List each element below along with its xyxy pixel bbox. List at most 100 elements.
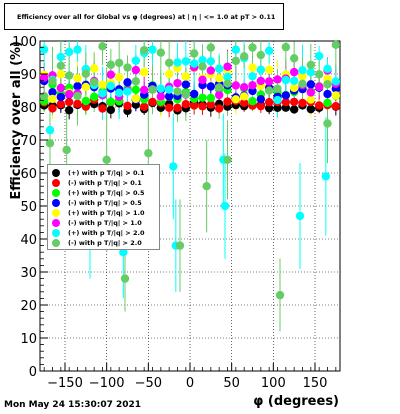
data-point-series-1 [56, 100, 66, 109]
data-point-series-7 [248, 43, 257, 52]
data-point-series-7 [273, 84, 282, 93]
data-point-series-2 [106, 97, 116, 106]
data-point-series-4 [248, 63, 257, 72]
data-point-series-7 [62, 145, 71, 155]
data-point-series-7 [323, 80, 332, 89]
data-point-series-0 [64, 106, 74, 115]
data-point-series-4 [81, 82, 91, 92]
data-point-series-6 [248, 72, 257, 81]
x-tick-label: 150 [303, 376, 328, 391]
data-point-series-7 [206, 43, 216, 52]
data-point-series-4 [131, 94, 141, 103]
data-point-series-0 [264, 103, 274, 113]
data-point-series-5 [264, 77, 274, 86]
data-point-series-7 [48, 76, 57, 86]
legend-item: (+) with p T/|q| > 1.0 [48, 208, 161, 218]
data-point-series-7 [256, 50, 266, 60]
data-point-series-5 [106, 70, 116, 79]
data-point-series-1 [256, 101, 266, 111]
legend-marker [52, 209, 60, 217]
data-point-series-3 [48, 87, 57, 97]
data-point-series-1 [139, 102, 149, 111]
data-point-series-3 [164, 92, 174, 101]
data-point-series-6 [119, 248, 128, 257]
data-point-series-2 [131, 85, 141, 94]
data-point-series-7 [89, 77, 99, 87]
data-point-series-6 [281, 75, 291, 85]
data-point-series-7 [323, 119, 332, 128]
data-point-series-0 [289, 105, 299, 114]
data-point-series-5 [256, 76, 266, 86]
data-point-series-6 [45, 125, 55, 135]
data-point-series-7 [223, 155, 232, 164]
data-point-series-2 [89, 92, 99, 102]
data-point-series-1 [123, 101, 132, 111]
legend-item: (+) with p T/|q| > 0.5 [48, 188, 161, 198]
data-point-series-3 [206, 82, 216, 91]
data-point-series-7 [139, 45, 149, 55]
data-point-series-1 [148, 97, 157, 107]
data-point-series-7 [198, 62, 207, 71]
data-point-series-7 [73, 91, 82, 101]
y-tick-label: 50 [20, 200, 37, 215]
data-point-series-7 [106, 60, 116, 69]
y-tick-label: 40 [20, 233, 37, 248]
data-point-series-1 [189, 101, 199, 110]
data-point-series-7 [281, 42, 291, 52]
data-point-series-6 [331, 77, 341, 86]
y-tick-label: 90 [20, 68, 37, 83]
data-point-series-1 [173, 103, 182, 112]
data-point-series-7 [223, 79, 232, 88]
data-point-series-4 [89, 64, 99, 73]
data-point-series-7 [164, 58, 174, 68]
legend-marker [52, 229, 60, 237]
data-point-series-1 [223, 97, 232, 106]
legend-marker [52, 169, 60, 177]
y-tick-label: 60 [20, 167, 37, 182]
data-point-series-1 [214, 104, 224, 113]
data-point-series-7 [298, 79, 307, 88]
legend: (+) with p T/|q| > 0.1 (-) with p T/|q| >… [47, 164, 160, 250]
data-point-series-3 [189, 89, 199, 99]
data-point-series-5 [39, 73, 49, 82]
legend-label: (-) with p T/|q| > 0.1 [68, 179, 142, 187]
data-point-series-4 [73, 74, 82, 83]
y-tick-label: 10 [20, 332, 37, 347]
title-box: Efficiency over all for Global vs φ (deg… [4, 3, 284, 30]
legend-marker [52, 179, 60, 187]
data-point-series-6 [156, 84, 166, 93]
timestamp: Mon May 24 15:30:07 2021 [4, 400, 142, 410]
data-point-series-4 [231, 95, 241, 104]
data-point-series-5 [173, 78, 182, 88]
data-point-series-7 [239, 52, 249, 61]
data-point-series-6 [98, 89, 107, 98]
data-point-series-7 [306, 60, 316, 70]
data-point-series-6 [39, 45, 49, 54]
legend-item: (-) with p T/|q| > 1.0 [48, 218, 161, 228]
data-point-series-7 [144, 149, 153, 158]
data-point-series-6 [64, 47, 74, 57]
data-point-series-4 [306, 95, 316, 104]
data-point-series-0 [106, 105, 116, 115]
data-point-series-1 [331, 102, 341, 111]
data-point-series-7 [156, 48, 166, 57]
data-point-series-5 [206, 66, 216, 75]
data-point-series-5 [273, 75, 282, 84]
data-point-series-6 [148, 45, 157, 54]
data-points [39, 40, 341, 300]
data-point-series-6 [321, 172, 331, 181]
data-point-series-7 [331, 40, 341, 49]
legend-label: (+) with p T/|q| > 1.0 [68, 209, 145, 217]
data-point-series-1 [264, 98, 274, 107]
y-tick-label: 30 [20, 266, 37, 281]
legend-marker [52, 189, 60, 197]
data-point-series-1 [206, 100, 216, 109]
data-point-series-7 [114, 58, 124, 68]
data-point-series-1 [289, 97, 299, 107]
data-point-series-6 [223, 72, 232, 82]
data-point-series-3 [56, 92, 66, 102]
data-point-series-1 [98, 104, 107, 113]
data-point-series-3 [73, 81, 82, 91]
data-point-series-7 [45, 139, 55, 148]
